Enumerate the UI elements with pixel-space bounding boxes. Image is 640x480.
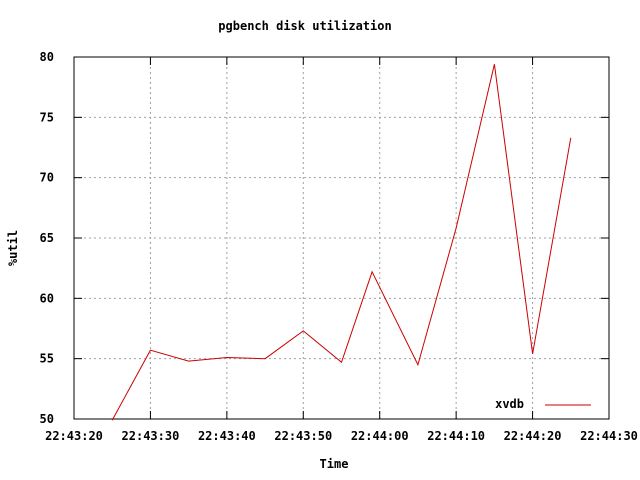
y-tick-label: 50: [40, 412, 54, 426]
y-tick-label: 60: [40, 291, 54, 305]
series-line-xvdb: [111, 64, 572, 421]
x-axis-label: Time: [320, 457, 349, 471]
y-tick-label: 80: [40, 50, 54, 64]
x-tick-label: 22:43:30: [122, 429, 180, 443]
y-tick-label: 75: [40, 110, 54, 124]
y-axis-label: %util: [6, 230, 20, 266]
x-tick-label: 22:43:40: [198, 429, 256, 443]
y-axis: 50 55 60 65 70 75 80: [40, 50, 609, 426]
plot-frame: [73, 56, 610, 420]
x-tick-label: 22:43:20: [45, 429, 103, 443]
x-tick-label: 22:44:00: [351, 429, 409, 443]
grid: [74, 57, 609, 419]
chart-title: pgbench disk utilization: [218, 19, 391, 33]
x-tick-label: 22:44:10: [427, 429, 485, 443]
y-tick-label: 65: [40, 231, 54, 245]
x-axis: 22:43:20 22:43:30 22:43:40 22:43:50 22:44:00…: [45, 57, 638, 443]
x-tick-label: 22:44:30: [580, 429, 638, 443]
legend-label: xvdb: [495, 397, 524, 411]
series-layer: [111, 64, 572, 421]
y-tick-label: 55: [40, 352, 54, 366]
y-tick-label: 70: [40, 171, 54, 185]
x-tick-label: 22:44:20: [504, 429, 562, 443]
x-tick-label: 22:43:50: [274, 429, 332, 443]
legend: xvdb: [495, 397, 591, 411]
